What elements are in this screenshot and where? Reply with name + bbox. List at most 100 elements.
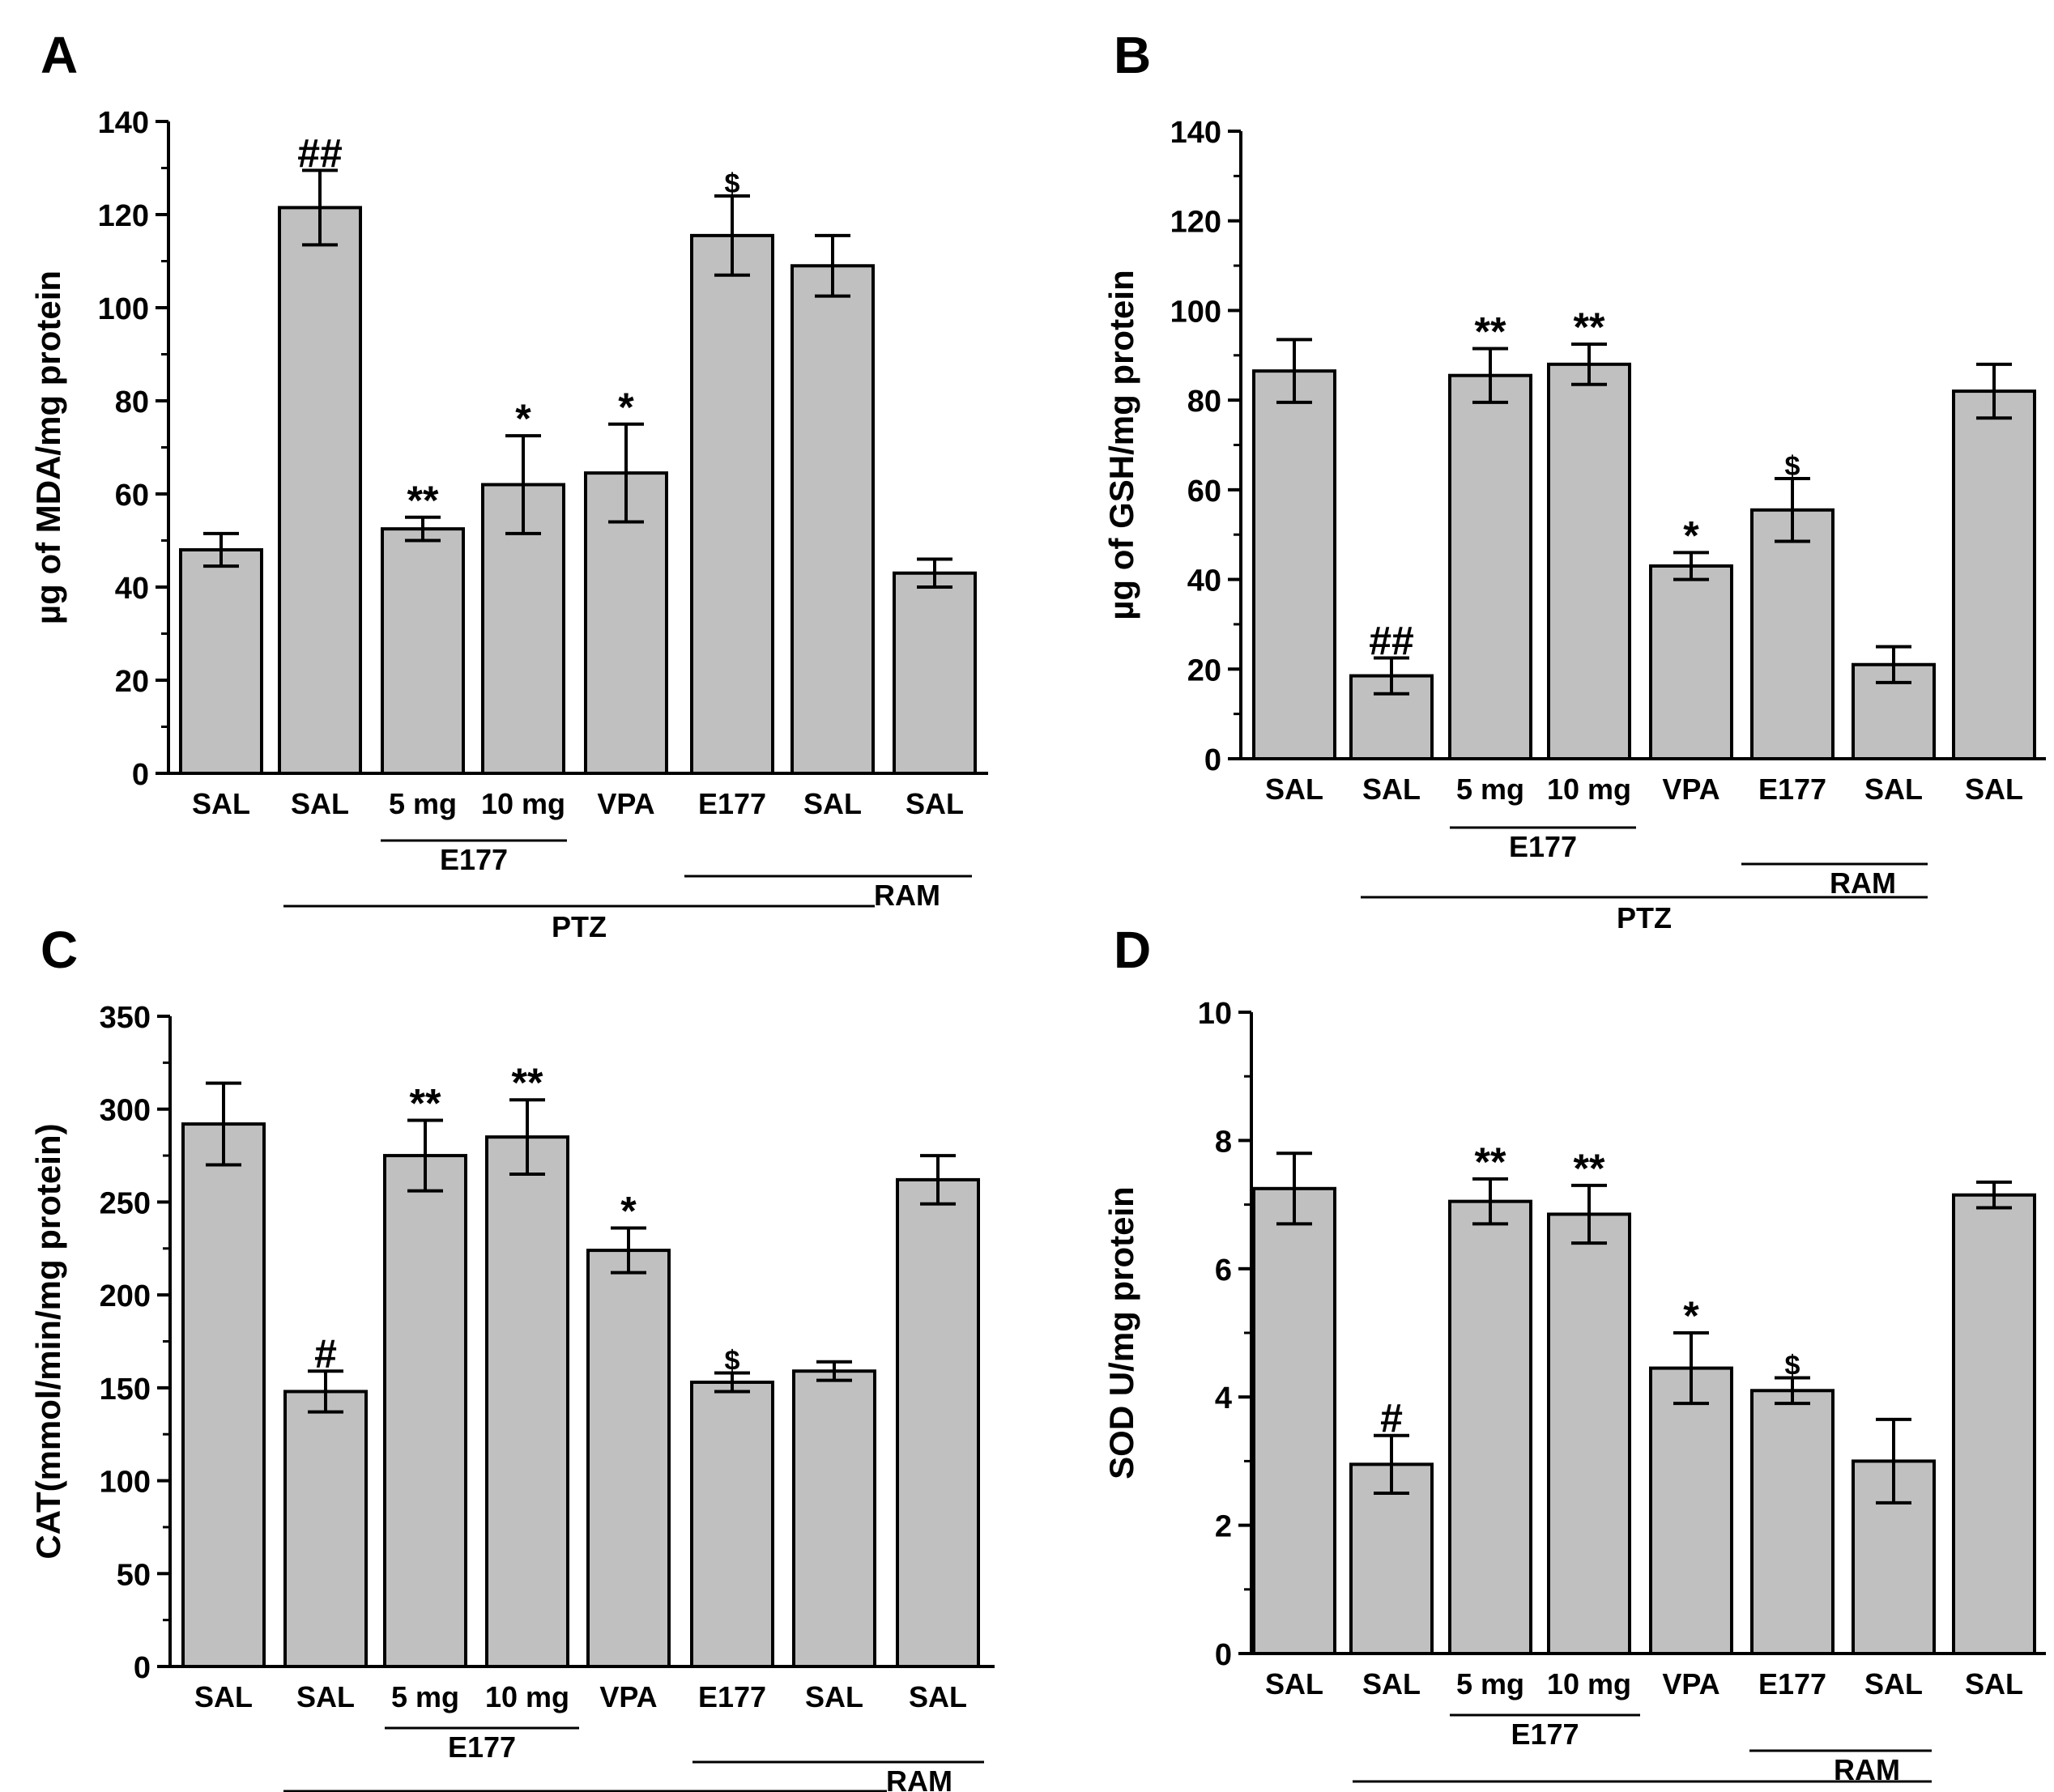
bar [1750,508,1835,761]
panel-c: C 0 50 100 150 200 250 300 350 CAT(mmol/min/mg pr… [29,921,995,1792]
y-tick-label: 40 [1187,564,1221,598]
y-tick-label: 4 [1215,1381,1232,1415]
y-tick-label: 350 [100,1001,151,1035]
bar [383,1154,467,1668]
e177-group-label: E177 [440,843,508,876]
panel-letter: D [1114,921,1151,979]
ram-group-label: RAM [874,879,940,912]
significance-mark: ** [1574,1146,1605,1191]
y-tick-label: 60 [115,479,149,513]
y-tick-label: 0 [1204,743,1221,777]
significance-mark: ## [297,130,343,176]
x-tick-label: E177 [1758,1667,1826,1700]
x-tick-label: SAL [291,787,349,820]
bar [896,1177,980,1668]
x-tick-label: SAL [1265,773,1323,806]
y-tick-label: 6 [1215,1254,1232,1288]
y-tick-label: 0 [134,1651,151,1685]
x-tick-label: SAL [803,787,862,820]
y-axis-label: µg of GSH/mg protein [1102,270,1140,620]
x-tick-label: E177 [1758,773,1826,806]
x-tick-label: 5 mg [389,787,457,820]
y-axis-label: CAT(mmol/min/mg protein) [29,1123,67,1559]
significance-mark: $ [725,168,740,199]
significance-mark: ** [1574,304,1605,350]
bar [893,571,977,775]
significance-mark: ** [1475,309,1506,354]
significance-mark: * [1683,1293,1699,1339]
x-tick-label: SAL [1864,1667,1923,1700]
x-tick-label: SAL [296,1680,355,1713]
ptz-group-label: PTZ [1615,1786,1670,1792]
e177-group-label: E177 [1511,1718,1579,1751]
panel-d: D 0 2 4 6 8 10 SOD U/mg protein SAL # SAL ** 5 mg ** 1… [1102,921,2046,1792]
significance-mark: * [618,385,634,430]
significance-mark: * [620,1189,637,1234]
x-tick-label: 10 mg [1547,773,1631,806]
bar [1252,1186,1336,1656]
ptz-group-label: PTZ [552,910,607,943]
x-tick-label: SAL [192,787,250,820]
x-tick-label: 10 mg [481,787,565,820]
x-tick-label: E177 [698,787,766,820]
x-tick-label: SAL [805,1680,863,1713]
bar [1252,369,1336,760]
x-tick-label: 10 mg [485,1680,569,1713]
bar [179,548,263,775]
bar [1547,1212,1631,1655]
y-tick-label: 20 [115,665,149,699]
panel-letter: B [1114,26,1151,84]
y-tick-label: 80 [115,385,149,419]
bar [690,233,774,775]
x-tick-label: 5 mg [391,1680,459,1713]
bar [1448,373,1532,760]
y-tick-label: 0 [132,758,149,792]
y-tick-label: 8 [1215,1125,1232,1159]
y-tick-label: 10 [1198,997,1232,1031]
x-tick-label: SAL [1965,773,2023,806]
significance-mark: ** [512,1060,543,1105]
y-tick-label: 150 [100,1373,151,1407]
x-tick-label: VPA [597,787,654,820]
y-tick-label: 0 [1215,1638,1232,1672]
e177-group-label: E177 [448,1730,516,1764]
x-tick-label: SAL [906,787,964,820]
x-tick-label: SAL [1265,1667,1323,1700]
bar [1649,1366,1733,1656]
e177-group-label: E177 [1509,830,1577,863]
y-tick-label: 200 [100,1279,151,1313]
bar [283,1390,368,1668]
y-tick-label: 300 [100,1094,151,1128]
bar [181,1122,266,1669]
y-axis-label: SOD U/mg protein [1102,1186,1140,1479]
panel-a: A 0 20 40 60 80 100 120 140 µg of MDA/mg protein S… [29,26,988,943]
x-tick-label: SAL [909,1680,967,1713]
y-tick-label: 100 [100,1466,151,1500]
y-tick-label: 20 [1187,653,1221,687]
y-tick-label: 50 [117,1558,151,1592]
bar [381,527,465,775]
bar [790,264,875,775]
bar [1750,1389,1835,1656]
x-tick-label: 10 mg [1547,1667,1631,1700]
y-tick-label: 120 [1170,206,1221,240]
x-tick-label: SAL [1362,773,1421,806]
y-tick-label: 2 [1215,1510,1232,1544]
x-tick-label: VPA [1662,773,1719,806]
significance-mark: $ [1785,451,1800,482]
x-tick-label: SAL [1362,1667,1421,1700]
significance-mark: * [515,396,531,441]
x-tick-label: SAL [194,1680,253,1713]
y-tick-label: 100 [1170,295,1221,329]
significance-mark: ** [410,1080,441,1126]
x-tick-label: SAL [1864,773,1923,806]
x-tick-label: VPA [1662,1667,1719,1700]
y-tick-label: 60 [1187,475,1221,509]
x-tick-label: VPA [599,1680,657,1713]
bar [278,206,362,775]
significance-mark: ## [1369,618,1414,663]
ptz-group-label: PTZ [1617,901,1672,934]
bar [1649,564,1733,761]
significance-mark: * [1683,513,1699,558]
